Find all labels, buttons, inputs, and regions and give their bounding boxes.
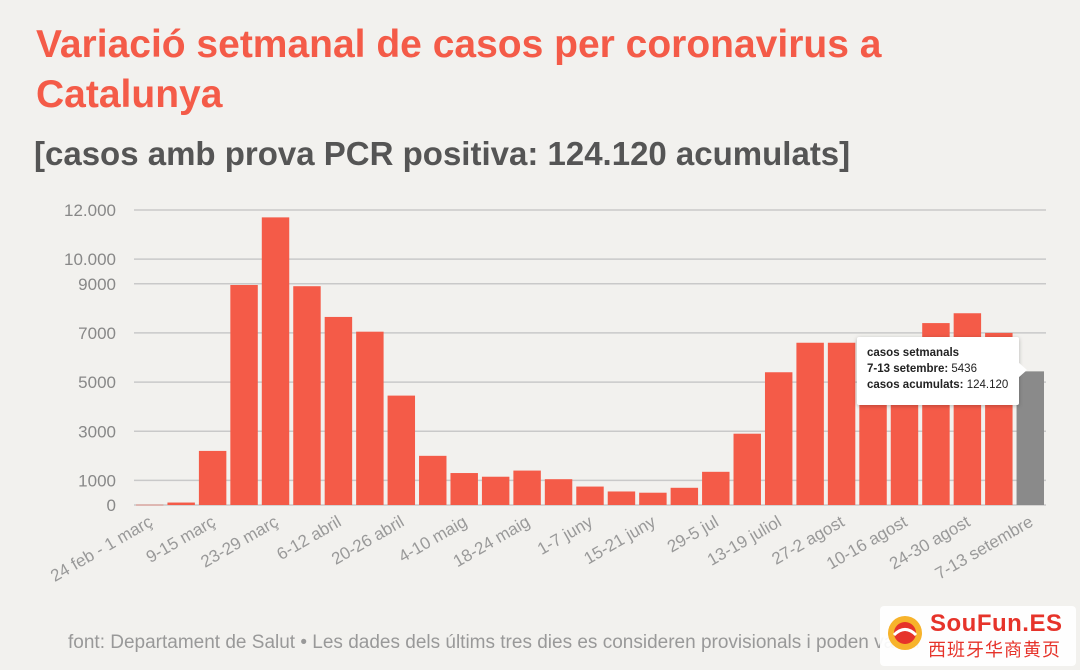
sun-logo-icon [888, 616, 922, 650]
watermark-logo: SouFun.ES 西班牙华商黄页 [880, 606, 1076, 666]
bar[interactable] [733, 433, 761, 505]
bar[interactable] [230, 284, 258, 505]
chart-subtitle: [casos amb prova PCR positiva: 124.120 a… [34, 135, 851, 172]
y-tick-label: 5000 [78, 373, 116, 392]
tooltip-week-row: 7-13 setembre: 5436 [867, 361, 1009, 377]
y-tick-label: 0 [107, 496, 116, 515]
bar[interactable] [796, 342, 824, 505]
bar[interactable] [167, 502, 195, 505]
chart-title: Variació setmanal de casos per coronavir… [36, 23, 882, 116]
bar[interactable] [261, 217, 290, 505]
bar[interactable] [544, 479, 573, 505]
x-tick-label: 24 feb - 1 març [47, 512, 156, 586]
tooltip-arrow [1018, 362, 1027, 378]
tooltip-cumulative-label: casos acumulats: [867, 379, 964, 391]
bar[interactable] [481, 476, 510, 505]
watermark-name: SouFun.ES [930, 610, 1063, 637]
bar[interactable] [576, 486, 604, 505]
y-tick-label: 12.000 [64, 201, 116, 220]
y-axis-ticks: 0 1000 3000 5000 7000 9000 10.000 12.000 [64, 201, 116, 515]
tooltip: casos setmanals 7-13 setembre: 5436 caso… [857, 337, 1019, 405]
watermark-subtitle: 西班牙华商黄页 [928, 640, 1061, 660]
bar[interactable] [827, 342, 856, 505]
tooltip-cumulative-value: 124.120 [966, 379, 1009, 391]
bar[interactable] [356, 331, 384, 505]
y-tick-label: 7000 [78, 324, 116, 343]
x-tick-label: 20-26 abril [328, 512, 407, 569]
bar[interactable] [513, 470, 541, 505]
bar[interactable] [136, 504, 164, 506]
y-tick-label: 10.000 [64, 250, 116, 269]
tooltip-header: casos setmanals [867, 347, 960, 359]
bar[interactable] [450, 473, 478, 505]
bar[interactable] [293, 286, 321, 505]
source-footer: font: Departament de Salut • Les dades d… [68, 632, 922, 653]
bar[interactable] [387, 395, 416, 505]
bar[interactable] [639, 492, 667, 505]
bar[interactable] [324, 316, 353, 505]
bar[interactable] [419, 455, 447, 505]
y-tick-label: 3000 [78, 422, 116, 441]
tooltip-week-label: 7-13 setembre: [867, 363, 949, 375]
bar[interactable] [702, 471, 730, 505]
bar-chart: 0 1000 3000 5000 7000 9000 10.000 12.000 24 feb… [47, 201, 1046, 586]
y-tick-label: 1000 [78, 471, 116, 490]
x-tick-label: 15-21 juny [581, 512, 660, 568]
bar[interactable] [764, 372, 793, 505]
y-tick-label: 9000 [78, 275, 116, 294]
tooltip-week-value: 5436 [951, 363, 977, 375]
bar[interactable] [607, 491, 636, 505]
tooltip-cumulative-row: casos acumulats: 124.120 [867, 377, 1009, 393]
bar[interactable] [670, 487, 699, 505]
bar[interactable] [1016, 371, 1044, 505]
bar[interactable] [198, 450, 227, 505]
